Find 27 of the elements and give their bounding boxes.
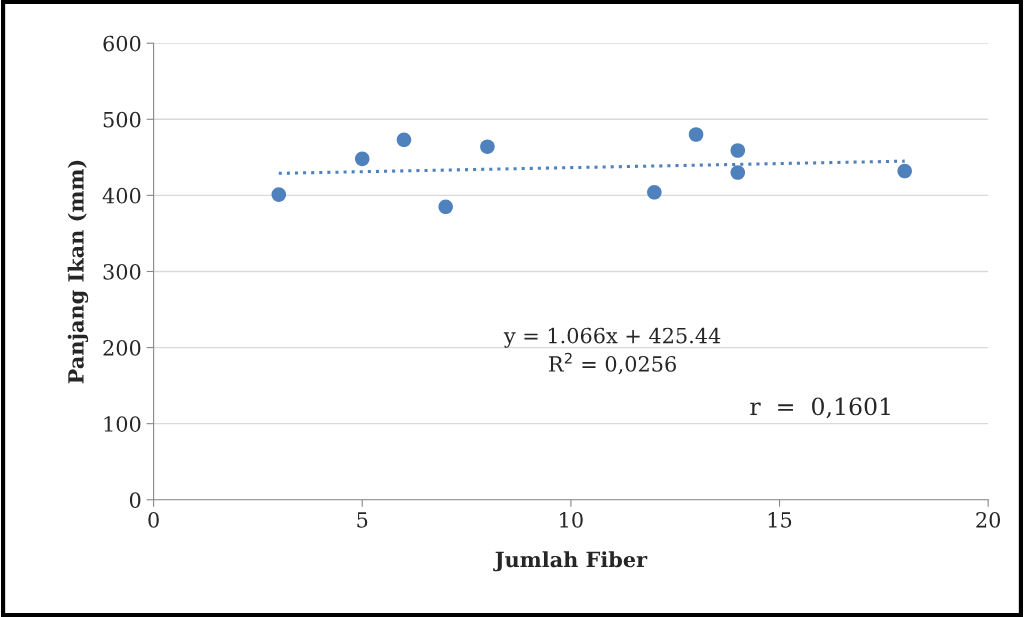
- point: [396, 132, 412, 148]
- point: [730, 143, 746, 158]
- point: [480, 139, 495, 154]
- y-tick-label: 200: [103, 340, 141, 356]
- annotation: r = 0,1601: [750, 397, 890, 419]
- x-tick-label: 15: [768, 511, 792, 528]
- y-tick-label: 100: [104, 416, 141, 432]
- x-axis-title: Jumlah Fiber: [493, 551, 648, 572]
- y-tick-label: 400: [102, 187, 141, 204]
- point: [354, 151, 370, 167]
- point: [730, 165, 746, 180]
- point: [271, 187, 287, 202]
- x-tick-label: 10: [560, 511, 583, 528]
- annotation: y = 1.066x + 425.44: [503, 327, 721, 348]
- x-tick-label: 0: [148, 511, 159, 528]
- x-tick-label: 20: [976, 511, 1001, 528]
- annotation: R$^{2}$ = 0,0256: [549, 352, 676, 375]
- y-tick-label: 600: [103, 35, 141, 52]
- y-tick-label: 500: [103, 111, 141, 128]
- point: [647, 185, 662, 200]
- y-tick-label: 300: [103, 263, 141, 280]
- point: [688, 127, 704, 142]
- point: [897, 163, 912, 179]
- y-axis-title: Panjang Ikan (mm): [67, 160, 89, 384]
- y-tick-label: 0: [129, 492, 141, 508]
- point: [438, 199, 453, 215]
- x-tick-label: 5: [357, 512, 368, 528]
